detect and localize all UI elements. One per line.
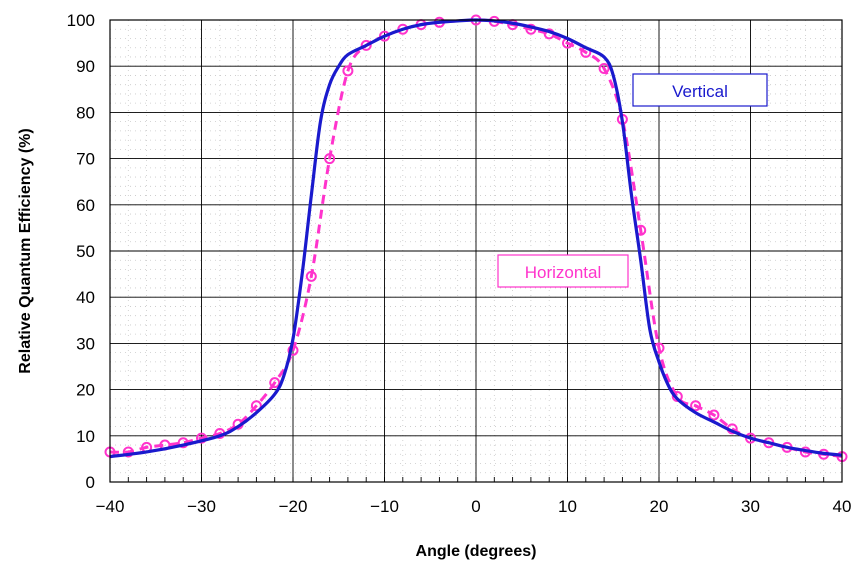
x-tick-label: −20 xyxy=(279,497,308,516)
data-point-horizontal xyxy=(250,400,262,412)
data-point-horizontal xyxy=(122,446,134,458)
x-tick-label: 30 xyxy=(741,497,760,516)
y-tick-label: 10 xyxy=(76,427,95,446)
x-tick-label: −30 xyxy=(187,497,216,516)
legend-horizontal-box xyxy=(497,254,629,288)
y-tick-label: 80 xyxy=(76,103,95,122)
legend-vertical: Vertical xyxy=(632,73,768,107)
x-tick-label: −10 xyxy=(370,497,399,516)
data-point-horizontal xyxy=(269,377,281,389)
x-axis-label: Angle (degrees) xyxy=(416,543,537,560)
x-tick-labels: −40 −30 −20 −10 0 10 20 30 40 xyxy=(96,497,852,516)
x-tick-label: 0 xyxy=(471,497,480,516)
data-point-horizontal xyxy=(690,400,702,412)
y-tick-labels: 0 10 20 30 40 50 60 70 80 90 100 xyxy=(67,11,95,492)
data-point-horizontal xyxy=(305,270,317,282)
y-tick-label: 40 xyxy=(76,288,95,307)
x-tick-label: −40 xyxy=(96,497,125,516)
y-tick-label: 0 xyxy=(86,473,95,492)
y-tick-label: 100 xyxy=(67,11,95,30)
y-tick-label: 60 xyxy=(76,196,95,215)
legend-vertical-box xyxy=(632,73,768,107)
x-tick-label: 40 xyxy=(833,497,852,516)
series-vertical xyxy=(109,18,843,459)
plot-border xyxy=(109,19,843,483)
y-tick-label: 50 xyxy=(76,242,95,261)
series-line-vertical xyxy=(109,18,843,459)
y-tick-label: 30 xyxy=(76,334,95,353)
data-point-horizontal xyxy=(379,30,390,42)
data-point-horizontal xyxy=(342,65,354,77)
x-tick-label: 10 xyxy=(558,497,577,516)
legend-vertical-label: Vertical xyxy=(672,82,728,101)
data-point-horizontal xyxy=(708,409,720,421)
legend-horizontal-label: Horizontal xyxy=(525,263,602,282)
data-point-horizontal xyxy=(324,153,336,165)
y-tick-label: 90 xyxy=(76,57,95,76)
x-tick-label: 20 xyxy=(650,497,669,516)
data-point-horizontal xyxy=(360,39,372,51)
y-tick-label: 20 xyxy=(76,381,95,400)
legend-horizontal: Horizontal xyxy=(497,254,629,288)
data-point-horizontal xyxy=(598,63,610,75)
y-tick-label: 70 xyxy=(76,150,95,169)
y-axis-label: Relative Quantum Efficiency (%) xyxy=(17,128,34,373)
